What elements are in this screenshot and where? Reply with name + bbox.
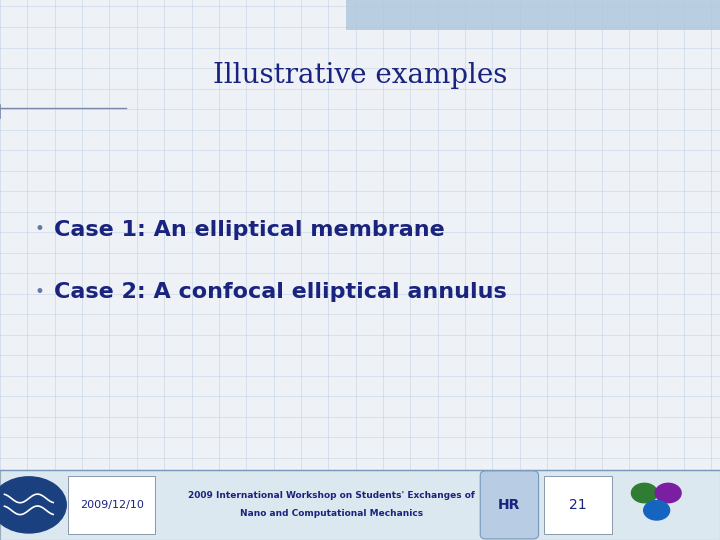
Circle shape bbox=[655, 483, 681, 503]
Circle shape bbox=[644, 501, 670, 520]
FancyBboxPatch shape bbox=[346, 0, 720, 30]
Text: 2009/12/10: 2009/12/10 bbox=[80, 500, 143, 510]
FancyBboxPatch shape bbox=[544, 476, 612, 534]
Circle shape bbox=[631, 483, 657, 503]
Text: Illustrative examples: Illustrative examples bbox=[213, 62, 507, 89]
Text: 2009 International Workshop on Students' Exchanges of: 2009 International Workshop on Students'… bbox=[188, 491, 474, 500]
Text: HR: HR bbox=[498, 498, 521, 512]
Text: Case 2: A confocal elliptical annulus: Case 2: A confocal elliptical annulus bbox=[54, 281, 507, 302]
FancyBboxPatch shape bbox=[68, 476, 155, 534]
Circle shape bbox=[0, 477, 66, 533]
Text: Nano and Computational Mechanics: Nano and Computational Mechanics bbox=[240, 509, 423, 518]
FancyBboxPatch shape bbox=[480, 471, 539, 539]
FancyBboxPatch shape bbox=[0, 470, 720, 540]
Text: 21: 21 bbox=[569, 498, 587, 512]
Text: •: • bbox=[35, 282, 45, 301]
Text: Case 1: An elliptical membrane: Case 1: An elliptical membrane bbox=[54, 219, 445, 240]
Text: •: • bbox=[35, 220, 45, 239]
